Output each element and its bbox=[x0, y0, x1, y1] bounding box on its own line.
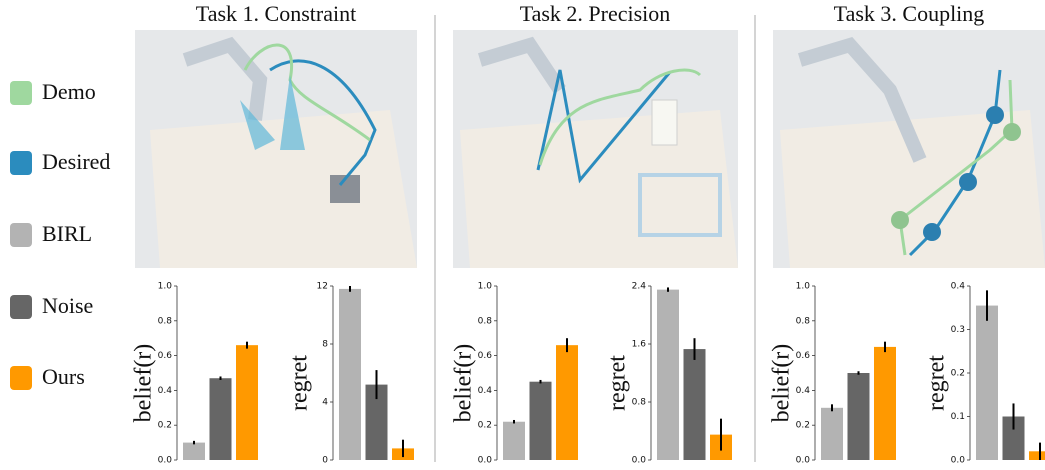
y-tick-label: 12 bbox=[317, 282, 328, 292]
bar bbox=[1029, 451, 1045, 460]
y-axis-label: regret bbox=[924, 355, 950, 411]
y-tick-label: 1.0 bbox=[478, 282, 493, 292]
y-tick-label: 0.0 bbox=[951, 456, 966, 466]
y-tick-label: 0 bbox=[322, 456, 328, 466]
y-tick-label: 0.2 bbox=[951, 369, 965, 379]
bar bbox=[847, 373, 870, 460]
y-tick-label: 2.4 bbox=[632, 282, 647, 292]
y-tick-label: 0.3 bbox=[951, 325, 965, 335]
bar bbox=[236, 345, 258, 460]
task-title: Task 3. Coupling bbox=[834, 1, 985, 26]
bar bbox=[209, 378, 232, 460]
y-tick-label: 0.8 bbox=[632, 398, 647, 408]
y-tick-label: 8 bbox=[322, 340, 328, 350]
y-axis-label: belief(r) bbox=[769, 344, 795, 423]
y-tick-label: 0.2 bbox=[158, 421, 172, 431]
y-tick-label: 0.6 bbox=[796, 351, 811, 361]
y-tick-label: 0.8 bbox=[796, 316, 811, 326]
photo-task-1 bbox=[135, 30, 417, 268]
legend-label: Noise bbox=[42, 293, 93, 318]
y-tick-label: 0.0 bbox=[158, 456, 173, 466]
y-tick-label: 4 bbox=[322, 398, 328, 408]
y-axis-label: belief(r) bbox=[131, 344, 157, 423]
legend-label: Demo bbox=[42, 79, 96, 104]
bar bbox=[683, 349, 706, 460]
bar bbox=[874, 346, 896, 460]
photo-task-2 bbox=[453, 30, 738, 268]
legend-swatch bbox=[10, 366, 32, 390]
y-tick-label: 0.8 bbox=[158, 316, 173, 326]
y-tick-label: 0.2 bbox=[478, 421, 492, 431]
y-tick-label: 0.1 bbox=[951, 412, 965, 422]
legend-label: Desired bbox=[42, 149, 110, 174]
y-tick-label: 0.6 bbox=[478, 351, 493, 361]
bar bbox=[503, 421, 525, 460]
y-tick-label: 0.2 bbox=[796, 421, 810, 431]
y-tick-label: 0.0 bbox=[632, 456, 647, 466]
bar bbox=[657, 289, 679, 460]
y-tick-label: 0.4 bbox=[796, 386, 811, 396]
bar bbox=[529, 381, 552, 460]
legend-label: BIRL bbox=[42, 221, 92, 246]
bar bbox=[183, 442, 205, 460]
y-axis-label: belief(r) bbox=[451, 344, 477, 423]
y-tick-label: 1.0 bbox=[158, 282, 173, 292]
y-axis-label: regret bbox=[287, 355, 313, 411]
legend-swatch bbox=[10, 295, 32, 319]
y-tick-label: 0.0 bbox=[478, 456, 493, 466]
y-tick-label: 1.6 bbox=[632, 340, 647, 350]
bar bbox=[976, 305, 998, 460]
bar bbox=[1002, 416, 1025, 460]
y-tick-label: 0.6 bbox=[158, 351, 173, 361]
bar bbox=[556, 345, 578, 460]
y-tick-label: 0.4 bbox=[158, 386, 173, 396]
y-tick-label: 0.0 bbox=[796, 456, 811, 466]
y-axis-label: regret bbox=[605, 355, 631, 411]
bar bbox=[365, 384, 388, 460]
bar bbox=[339, 288, 361, 460]
photo-task-3 bbox=[773, 30, 1045, 268]
bar bbox=[821, 407, 843, 460]
y-tick-label: 1.0 bbox=[796, 282, 811, 292]
legend-swatch bbox=[10, 223, 32, 247]
legend-swatch bbox=[10, 151, 32, 175]
legend-swatch bbox=[10, 81, 32, 105]
y-tick-label: 0.4 bbox=[478, 386, 493, 396]
task-title: Task 2. Precision bbox=[520, 1, 671, 26]
task-title: Task 1. Constraint bbox=[196, 1, 356, 26]
y-tick-label: 0.8 bbox=[478, 316, 493, 326]
legend-label: Ours bbox=[42, 364, 85, 389]
y-tick-label: 0.4 bbox=[951, 282, 966, 292]
